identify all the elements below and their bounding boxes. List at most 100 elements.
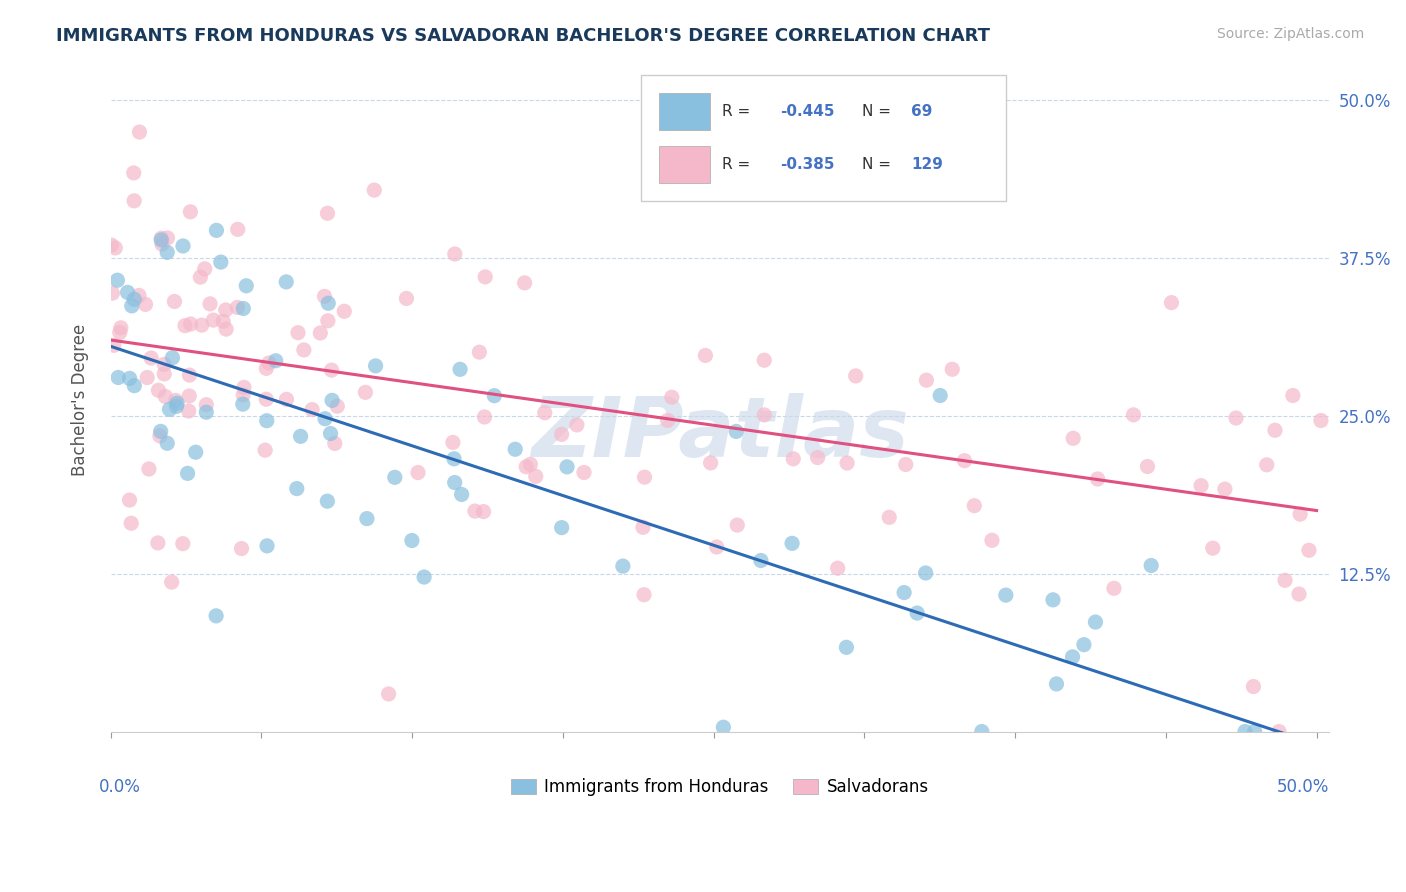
Point bbox=[1326, 482, 1348, 496]
Point bbox=[725, 425, 748, 439]
Point bbox=[363, 183, 385, 197]
Point bbox=[1241, 680, 1264, 694]
Point bbox=[232, 301, 254, 316]
Point bbox=[179, 204, 201, 219]
Point bbox=[484, 389, 506, 403]
Point bbox=[780, 536, 803, 550]
Point bbox=[1136, 459, 1159, 474]
Point bbox=[533, 406, 555, 420]
Point bbox=[314, 411, 336, 425]
Point bbox=[1062, 431, 1084, 445]
Point bbox=[905, 606, 928, 620]
Point bbox=[1289, 507, 1312, 521]
Point bbox=[572, 466, 595, 480]
Point bbox=[103, 338, 125, 352]
Point bbox=[915, 373, 938, 387]
Point bbox=[165, 393, 187, 408]
Point bbox=[1160, 295, 1182, 310]
Point bbox=[449, 362, 471, 376]
Point bbox=[633, 588, 655, 602]
Point bbox=[631, 520, 654, 534]
Point bbox=[953, 453, 976, 467]
Point bbox=[256, 539, 278, 553]
Point bbox=[190, 270, 212, 285]
Point bbox=[333, 304, 356, 318]
Point bbox=[172, 239, 194, 253]
Point bbox=[290, 429, 312, 443]
Point bbox=[121, 299, 143, 313]
Point bbox=[118, 371, 141, 385]
Bar bbox=[659, 146, 710, 183]
Point bbox=[174, 318, 197, 333]
Point bbox=[706, 540, 728, 554]
Point bbox=[122, 166, 145, 180]
Point bbox=[877, 510, 900, 524]
Point bbox=[179, 389, 201, 403]
Point bbox=[120, 516, 142, 531]
Point bbox=[474, 269, 496, 284]
Point bbox=[314, 289, 336, 303]
Point bbox=[104, 241, 127, 255]
Point bbox=[443, 247, 465, 261]
Point bbox=[184, 445, 207, 459]
Point bbox=[754, 353, 776, 368]
Point bbox=[309, 326, 332, 340]
Point bbox=[179, 368, 201, 383]
Point bbox=[101, 286, 124, 301]
Point bbox=[1045, 677, 1067, 691]
Text: 129: 129 bbox=[911, 157, 943, 172]
Point bbox=[450, 487, 472, 501]
Point bbox=[128, 125, 150, 139]
Point bbox=[661, 390, 683, 404]
Point bbox=[1256, 458, 1278, 472]
Point bbox=[264, 353, 287, 368]
Point bbox=[894, 458, 917, 472]
Point bbox=[285, 482, 308, 496]
Point bbox=[356, 511, 378, 525]
Point bbox=[1189, 478, 1212, 492]
Point bbox=[657, 413, 679, 427]
Point bbox=[162, 351, 184, 365]
Point bbox=[1288, 587, 1310, 601]
Point bbox=[205, 608, 228, 623]
FancyBboxPatch shape bbox=[641, 75, 1005, 201]
Point bbox=[155, 389, 177, 403]
Point bbox=[695, 348, 717, 362]
Point bbox=[1268, 724, 1291, 739]
Point bbox=[970, 724, 993, 739]
Point bbox=[1309, 413, 1331, 427]
Point bbox=[555, 459, 578, 474]
Text: 69: 69 bbox=[911, 104, 932, 120]
Point bbox=[110, 321, 132, 335]
Point bbox=[323, 436, 346, 450]
Point bbox=[124, 378, 146, 392]
Y-axis label: Bachelor's Degree: Bachelor's Degree bbox=[72, 324, 89, 476]
Text: N =: N = bbox=[862, 104, 896, 120]
Point bbox=[633, 470, 655, 484]
Point bbox=[401, 533, 423, 548]
Point bbox=[180, 317, 202, 331]
Text: R =: R = bbox=[723, 157, 755, 172]
Point bbox=[406, 466, 429, 480]
Point bbox=[1234, 724, 1257, 739]
Point bbox=[191, 318, 214, 333]
Point bbox=[198, 297, 221, 311]
Point bbox=[153, 358, 176, 372]
Point bbox=[1042, 592, 1064, 607]
Point bbox=[209, 255, 232, 269]
Point bbox=[256, 414, 278, 428]
Point bbox=[254, 392, 277, 407]
Point bbox=[202, 313, 225, 327]
Point bbox=[226, 222, 249, 236]
Point bbox=[134, 297, 156, 311]
Point bbox=[118, 493, 141, 508]
Point bbox=[150, 237, 173, 252]
Text: Source: ZipAtlas.com: Source: ZipAtlas.com bbox=[1216, 27, 1364, 41]
Point bbox=[474, 409, 496, 424]
Point bbox=[835, 456, 858, 470]
Point bbox=[150, 233, 173, 247]
Point bbox=[316, 296, 339, 310]
Point bbox=[195, 398, 218, 412]
Text: 0.0%: 0.0% bbox=[98, 778, 141, 796]
Point bbox=[232, 397, 254, 411]
